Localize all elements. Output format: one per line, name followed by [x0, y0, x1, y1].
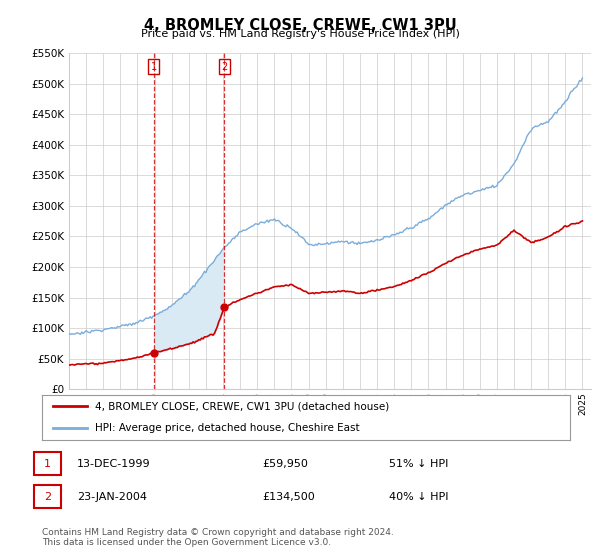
- Text: HPI: Average price, detached house, Cheshire East: HPI: Average price, detached house, Ches…: [95, 423, 359, 433]
- Text: Contains HM Land Registry data © Crown copyright and database right 2024.
This d: Contains HM Land Registry data © Crown c…: [42, 528, 394, 547]
- Text: 2: 2: [44, 492, 51, 502]
- FancyBboxPatch shape: [34, 452, 61, 475]
- Text: 1: 1: [44, 459, 51, 469]
- Text: 23-JAN-2004: 23-JAN-2004: [77, 492, 147, 502]
- Text: 13-DEC-1999: 13-DEC-1999: [77, 459, 151, 469]
- Text: 40% ↓ HPI: 40% ↓ HPI: [389, 492, 448, 502]
- FancyBboxPatch shape: [34, 486, 61, 508]
- Text: £134,500: £134,500: [262, 492, 314, 502]
- Text: 1: 1: [151, 62, 157, 72]
- Text: 2: 2: [221, 62, 227, 72]
- Text: 4, BROMLEY CLOSE, CREWE, CW1 3PU: 4, BROMLEY CLOSE, CREWE, CW1 3PU: [143, 18, 457, 33]
- Text: 4, BROMLEY CLOSE, CREWE, CW1 3PU (detached house): 4, BROMLEY CLOSE, CREWE, CW1 3PU (detach…: [95, 402, 389, 412]
- Text: Price paid vs. HM Land Registry's House Price Index (HPI): Price paid vs. HM Land Registry's House …: [140, 29, 460, 39]
- Text: 51% ↓ HPI: 51% ↓ HPI: [389, 459, 448, 469]
- Text: £59,950: £59,950: [262, 459, 308, 469]
